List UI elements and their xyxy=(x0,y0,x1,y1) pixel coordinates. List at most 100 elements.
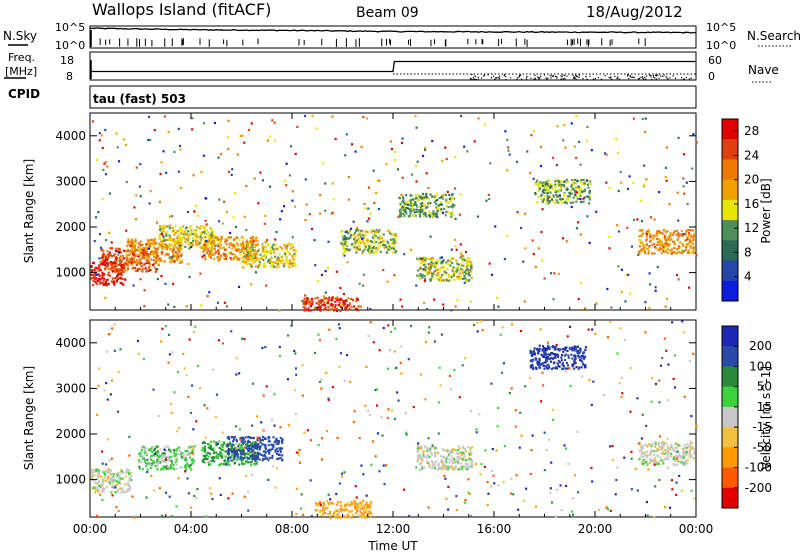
heatmap-cell xyxy=(645,235,648,238)
heatmap-cell xyxy=(409,204,412,207)
heatmap-cell xyxy=(188,446,191,449)
heatmap-cell xyxy=(101,482,104,485)
n-sky-line xyxy=(89,27,697,34)
heatmap-cell xyxy=(156,458,159,461)
heatmap-cell xyxy=(415,208,418,211)
heatmap-cell xyxy=(419,262,422,265)
heatmap-cell xyxy=(110,267,113,270)
heatmap-cell xyxy=(432,215,435,218)
heatmap-cell xyxy=(138,465,141,468)
heatmap-cell xyxy=(192,174,195,177)
nave-dot xyxy=(575,78,577,81)
heatmap-cell xyxy=(495,449,498,452)
heatmap-cell xyxy=(556,201,559,204)
heatmap-cell xyxy=(540,230,543,234)
heatmap-cell xyxy=(574,178,577,182)
heatmap-cell xyxy=(324,511,327,515)
heatmap-cell xyxy=(568,195,571,198)
heatmap-cell xyxy=(341,229,344,232)
heatmap-cell xyxy=(323,308,326,311)
heatmap-cell xyxy=(110,261,113,264)
heatmap-cell xyxy=(574,357,577,360)
heatmap-cell xyxy=(407,358,410,361)
heatmap-cell xyxy=(458,278,461,281)
heatmap-cell xyxy=(616,224,619,227)
heatmap-cell xyxy=(579,359,582,362)
heatmap-cell xyxy=(208,236,211,239)
heatmap-cell xyxy=(249,455,252,458)
heatmap-cell xyxy=(259,446,262,450)
heatmap-cell xyxy=(306,299,309,302)
heatmap-cell xyxy=(157,460,160,463)
heatmap-cell xyxy=(464,449,467,453)
heatmap-cell xyxy=(199,272,202,275)
heatmap-cell xyxy=(192,237,195,240)
beam-title: Beam 09 xyxy=(356,5,419,21)
heatmap-cell xyxy=(125,180,128,183)
heatmap-cell xyxy=(433,447,436,450)
heatmap-cell xyxy=(114,264,117,267)
nave-dot xyxy=(655,78,657,80)
heatmap-cell xyxy=(187,453,190,456)
heatmap-cell xyxy=(375,228,378,232)
heatmap-cell xyxy=(444,146,447,149)
heatmap-cell xyxy=(682,185,685,188)
heatmap-cell xyxy=(324,182,327,185)
heatmap-cell xyxy=(342,252,345,255)
heatmap-cell xyxy=(440,196,443,199)
heatmap-cell xyxy=(540,194,543,197)
heatmap-cell xyxy=(649,235,652,238)
heatmap-cell xyxy=(209,452,212,455)
heatmap-cell xyxy=(578,356,581,359)
heatmap-cell xyxy=(288,266,291,269)
heatmap-cell xyxy=(456,452,459,456)
heatmap-cell xyxy=(255,442,258,445)
heatmap-cell xyxy=(424,146,427,150)
heatmap-cell xyxy=(97,273,100,276)
heatmap-cell xyxy=(117,253,120,256)
heatmap-cell xyxy=(687,251,690,254)
heatmap-cell xyxy=(575,114,578,118)
heatmap-cell xyxy=(256,457,259,460)
heatmap-cell xyxy=(453,204,456,207)
heatmap-cell xyxy=(530,354,533,357)
heatmap-cell xyxy=(229,231,232,235)
heatmap-cell xyxy=(170,462,173,465)
heatmap-cell xyxy=(251,235,254,238)
heatmap-cell xyxy=(223,301,226,304)
heatmap-cell xyxy=(236,453,239,456)
heatmap-cell xyxy=(150,242,153,245)
heatmap-cell xyxy=(237,258,240,261)
heatmap-cell xyxy=(272,436,275,439)
heatmap-cell xyxy=(235,458,238,461)
heatmap-cell xyxy=(459,269,462,272)
heatmap-cell xyxy=(141,256,144,259)
heatmap-cell xyxy=(364,230,367,233)
heatmap-cell xyxy=(118,474,121,478)
heatmap-cell xyxy=(115,247,118,250)
heatmap-cell xyxy=(658,191,661,194)
heatmap-cell xyxy=(97,211,100,214)
heatmap-cell xyxy=(380,241,383,244)
heatmap-cell xyxy=(160,240,163,243)
heatmap-cell xyxy=(323,504,326,507)
heatmap-cell xyxy=(234,449,237,452)
heatmap-cell xyxy=(402,212,405,216)
colorbar-swatch xyxy=(722,220,738,241)
heatmap-cell xyxy=(168,448,171,451)
heatmap-cell xyxy=(546,199,549,202)
heatmap-cell xyxy=(179,254,182,257)
heatmap-cell xyxy=(403,214,406,217)
heatmap-cell xyxy=(270,252,273,255)
heatmap-cell xyxy=(347,176,350,179)
heatmap-cell xyxy=(350,516,353,519)
heatmap-cell xyxy=(390,247,393,250)
heatmap-cell xyxy=(130,263,133,266)
heatmap-cell xyxy=(265,249,268,252)
heatmap-cell xyxy=(428,212,431,215)
heatmap-cell xyxy=(96,486,99,489)
heatmap-cell xyxy=(291,265,294,268)
heatmap-cell xyxy=(321,509,324,512)
